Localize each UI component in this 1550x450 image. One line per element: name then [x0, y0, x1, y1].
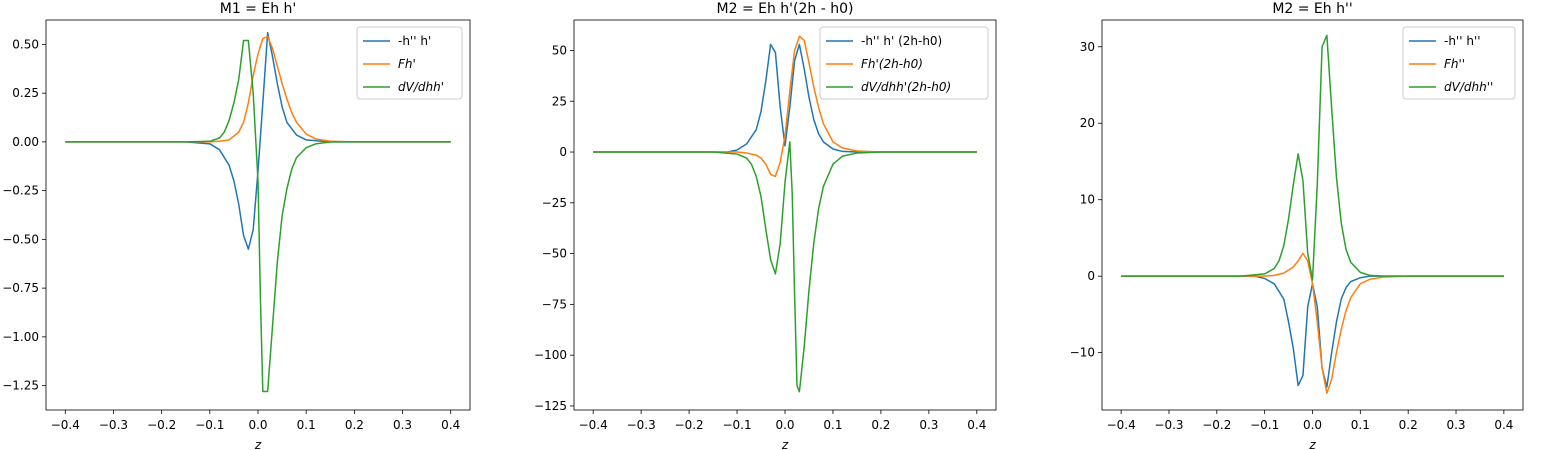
x-tick-label: 0.1 — [823, 418, 842, 432]
x-tick-label: 0.4 — [967, 418, 986, 432]
x-tick-label: −0.2 — [147, 418, 176, 432]
x-tick-label: 0.0 — [775, 418, 794, 432]
x-tick-label: −0.4 — [51, 418, 80, 432]
x-tick-label: 0.3 — [393, 418, 412, 432]
legend-label: dV/dhh'' — [1444, 80, 1493, 94]
x-axis-label: z — [781, 438, 789, 450]
y-tick-label: −75 — [542, 297, 567, 311]
x-tick-label: −0.1 — [1250, 418, 1279, 432]
x-axis-label: z — [254, 438, 262, 450]
subplot-1: −0.4 −0.3 −0.2 −0.1 0.0 0.1 0.2 0.3 0.4 0.50 0.25 0… — [2, 1, 471, 450]
x-tick-label: 0.2 — [871, 418, 890, 432]
x-tick-label: −0.4 — [1107, 418, 1136, 432]
x-tick-label: −0.2 — [1202, 418, 1231, 432]
series-line-1 — [1121, 275, 1504, 388]
chart-title: M1 = Eh h' — [220, 1, 297, 17]
x-tick-label: 0.2 — [1399, 418, 1418, 432]
series-line-1 — [593, 43, 977, 153]
y-tick-label: −0.50 — [2, 232, 39, 246]
legend-label: -h'' h' (2h-h0) — [861, 34, 942, 48]
y-tick-label: −1.25 — [2, 379, 39, 393]
series-line-3 — [593, 141, 977, 393]
series-line-3 — [65, 39, 451, 393]
x-tick-label: 0.4 — [441, 418, 460, 432]
legend-label: -h'' h' — [398, 34, 431, 48]
y-tick-label: −10 — [1070, 346, 1095, 360]
x-tick-label: 0.1 — [1351, 418, 1370, 432]
y-tick-label: −125 — [534, 399, 567, 413]
legend-box — [1402, 26, 1516, 100]
y-tick-label: −0.25 — [2, 184, 39, 198]
y-tick-label: −0.75 — [2, 281, 39, 295]
y-tick-label: 0 — [1087, 269, 1095, 283]
legend-label: dV/dhh' — [398, 80, 444, 94]
legend-label: dV/dhh'(2h-h0) — [861, 80, 951, 94]
legend-label: Fh' — [398, 57, 416, 71]
legend-label: Fh'(2h-h0) — [861, 57, 923, 71]
series-line-2 — [65, 35, 451, 143]
legend-box — [819, 26, 989, 100]
y-tick-label: −50 — [542, 247, 567, 261]
y-tick-label: 0.00 — [12, 135, 39, 149]
y-tick-label: 25 — [552, 94, 567, 108]
x-tick-label: −0.1 — [195, 418, 224, 432]
y-tick-label: −25 — [542, 196, 567, 210]
y-tick-label: −100 — [534, 348, 567, 362]
x-tick-label: 0.1 — [297, 418, 316, 432]
y-tick-label: 0.25 — [12, 86, 39, 100]
x-tick-label: −0.3 — [627, 418, 656, 432]
x-tick-label: 0.3 — [1446, 418, 1465, 432]
series-line-2 — [593, 35, 977, 178]
x-tick-label: 0.0 — [248, 418, 267, 432]
legend-box — [356, 26, 463, 100]
y-tick-label: 30 — [1080, 40, 1095, 54]
legend: -h'' h' (2h-h0) Fh'(2h-h0) dV/dhh'(2h-h0) — [819, 26, 989, 100]
x-axis-label: z — [1308, 438, 1316, 450]
x-tick-label: −0.3 — [99, 418, 128, 432]
x-tick-label: −0.3 — [1154, 418, 1183, 432]
chart-title: M2 = Eh h'' — [1272, 1, 1352, 17]
y-tick-label: 50 — [552, 43, 567, 57]
x-tick-label: 0.3 — [919, 418, 938, 432]
legend: -h'' h' Fh' dV/dhh' — [356, 26, 463, 100]
x-tick-label: −0.2 — [675, 418, 704, 432]
subplot-2: −0.4 −0.3 −0.2 −0.1 0.0 0.1 0.2 0.3 0.4 50 25 0 −25 −… — [534, 1, 997, 450]
series-line-2 — [1121, 252, 1504, 394]
x-tick-label: −0.4 — [579, 418, 608, 432]
subplot-3: −0.4 −0.3 −0.2 −0.1 0.0 0.1 0.2 0.3 0.4 30 20 10 0 −1… — [1070, 1, 1524, 450]
legend-label: -h'' h'' — [1444, 34, 1481, 48]
x-tick-label: 0.2 — [345, 418, 364, 432]
series-line-3 — [1121, 34, 1504, 281]
legend: -h'' h'' Fh'' dV/dhh'' — [1402, 26, 1516, 100]
chart-title: M2 = Eh h'(2h - h0) — [717, 1, 854, 17]
y-tick-label: −1.00 — [2, 330, 39, 344]
y-tick-label: 0 — [559, 145, 567, 159]
x-tick-label: −0.1 — [722, 418, 751, 432]
y-tick-label: 0.50 — [12, 37, 39, 51]
x-tick-label: 0.0 — [1303, 418, 1322, 432]
y-tick-label: 10 — [1080, 193, 1095, 207]
legend-label: Fh'' — [1444, 57, 1465, 71]
x-tick-label: 0.4 — [1494, 418, 1513, 432]
y-tick-label: 20 — [1080, 116, 1095, 130]
